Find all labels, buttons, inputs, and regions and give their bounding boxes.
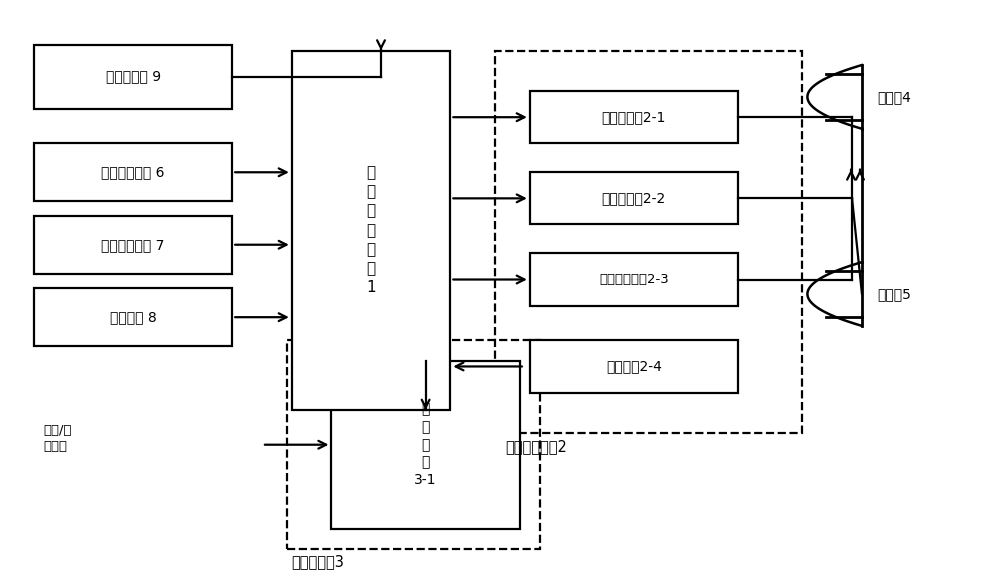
Text: 导航定位装置 6: 导航定位装置 6: [101, 165, 165, 179]
Text: 主天线5: 主天线5: [877, 287, 911, 301]
Text: 天
线
控
制
单
元
1: 天 线 控 制 单 元 1: [366, 165, 376, 295]
Text: 惯导指向系统 7: 惯导指向系统 7: [101, 238, 165, 252]
Bar: [292, 51, 450, 410]
Bar: [34, 288, 232, 346]
Text: 监控计算机 9: 监控计算机 9: [106, 69, 161, 83]
Text: 电子罗盘 8: 电子罗盘 8: [110, 310, 156, 324]
Text: 天线倒伏机构2-3: 天线倒伏机构2-3: [599, 273, 669, 286]
Bar: [34, 216, 232, 273]
Bar: [287, 340, 540, 549]
Bar: [331, 360, 520, 529]
Bar: [34, 45, 232, 109]
Bar: [34, 143, 232, 201]
Text: 解
调
单
元
3-1: 解 调 单 元 3-1: [414, 402, 437, 487]
Bar: [530, 172, 738, 225]
Text: 方位角驱动2-1: 方位角驱动2-1: [602, 110, 666, 124]
Text: 方位/俯
仰角度: 方位/俯 仰角度: [44, 425, 72, 453]
Text: 天线伺服单元2: 天线伺服单元2: [505, 439, 567, 454]
Text: 陀螺反馈2-4: 陀螺反馈2-4: [606, 359, 662, 373]
Text: 俯仰角驱动2-2: 俯仰角驱动2-2: [602, 191, 666, 205]
Text: 副天线4: 副天线4: [877, 90, 911, 104]
Bar: [530, 91, 738, 143]
Bar: [530, 340, 738, 393]
Text: 调制解调器3: 调制解调器3: [292, 554, 345, 569]
Bar: [530, 253, 738, 306]
Bar: [495, 51, 802, 433]
